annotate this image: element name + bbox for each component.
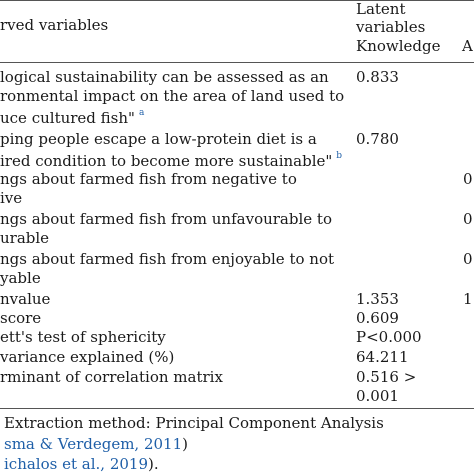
row1-line2: ronmental impact on the area of land use… (0, 87, 345, 105)
footnote-b-close: ). (148, 455, 159, 473)
footnote-marker-b[interactable]: b (336, 151, 343, 161)
bottom-rule (0, 408, 474, 409)
stat-kmo-value: 0.609 (356, 309, 399, 327)
stat-eigenvalue-clipped: 1 (463, 290, 473, 308)
stat-determinant-value-line1: 0.516 > (356, 368, 417, 386)
row2-line2-text: ired condition to become more sustainabl… (0, 152, 333, 170)
reference-link-a[interactable]: sma & Verdegem, 2011 (4, 435, 183, 453)
stat-variance-value: 64.211 (356, 348, 409, 366)
row1-line3-text: uce cultured fish" (0, 109, 135, 127)
row5-line1: ngs about farmed fish from enjoyable to … (0, 250, 334, 268)
footnote-extraction: Extraction method: Principal Component A… (4, 414, 384, 432)
stat-bartlett-value: P<0.000 (356, 328, 422, 346)
header-rule (0, 62, 474, 63)
row4-line1: ngs about farmed fish from unfavourable … (0, 210, 332, 228)
stat-determinant-label: rminant of correlation matrix (0, 368, 223, 386)
footnote-b: ichalos et al., 2019). (4, 455, 159, 474)
top-rule (0, 0, 474, 1)
footnote-a-close: ) (182, 435, 189, 453)
row1-knowledge-value: 0.833 (356, 68, 399, 86)
row1-line3: uce cultured fish" a (0, 106, 144, 128)
stat-bartlett-label: ett's test of sphericity (0, 328, 166, 346)
header-latent-line1: Latent (356, 0, 406, 18)
header-latent-line2: variables (356, 18, 426, 36)
row3-line1: ngs about farmed fish from negative to (0, 170, 297, 188)
row2-line1: ping people escape a low-protein diet is… (0, 130, 317, 148)
row3-clipped-value: 0 (463, 170, 473, 188)
header-clipped-column: A (462, 37, 473, 55)
row1-line1: logical sustainability can be assessed a… (0, 68, 329, 86)
row2-knowledge-value: 0.780 (356, 130, 399, 148)
row5-clipped-value: 0 (463, 250, 473, 268)
stat-determinant-value-line2: 0.001 (356, 387, 399, 405)
stat-variance-label: variance explained (%) (0, 348, 175, 366)
stat-eigenvalue-label: nvalue (0, 290, 51, 308)
row2-line2: ired condition to become more sustainabl… (0, 149, 342, 171)
reference-link-b[interactable]: ichalos et al., 2019 (4, 455, 148, 473)
stat-eigenvalue-value: 1.353 (356, 290, 399, 308)
row4-clipped-value: 0 (463, 210, 473, 228)
header-observed-variables: rved variables (0, 16, 109, 34)
row5-line2: yable (0, 269, 41, 287)
header-knowledge: Knowledge (356, 37, 441, 55)
footnote-a: sma & Verdegem, 2011) (4, 435, 188, 454)
footnote-marker-a[interactable]: a (138, 108, 145, 118)
row4-line2: urable (0, 229, 50, 247)
stat-kmo-label: score (0, 309, 42, 327)
row3-line2: ive (0, 189, 23, 207)
